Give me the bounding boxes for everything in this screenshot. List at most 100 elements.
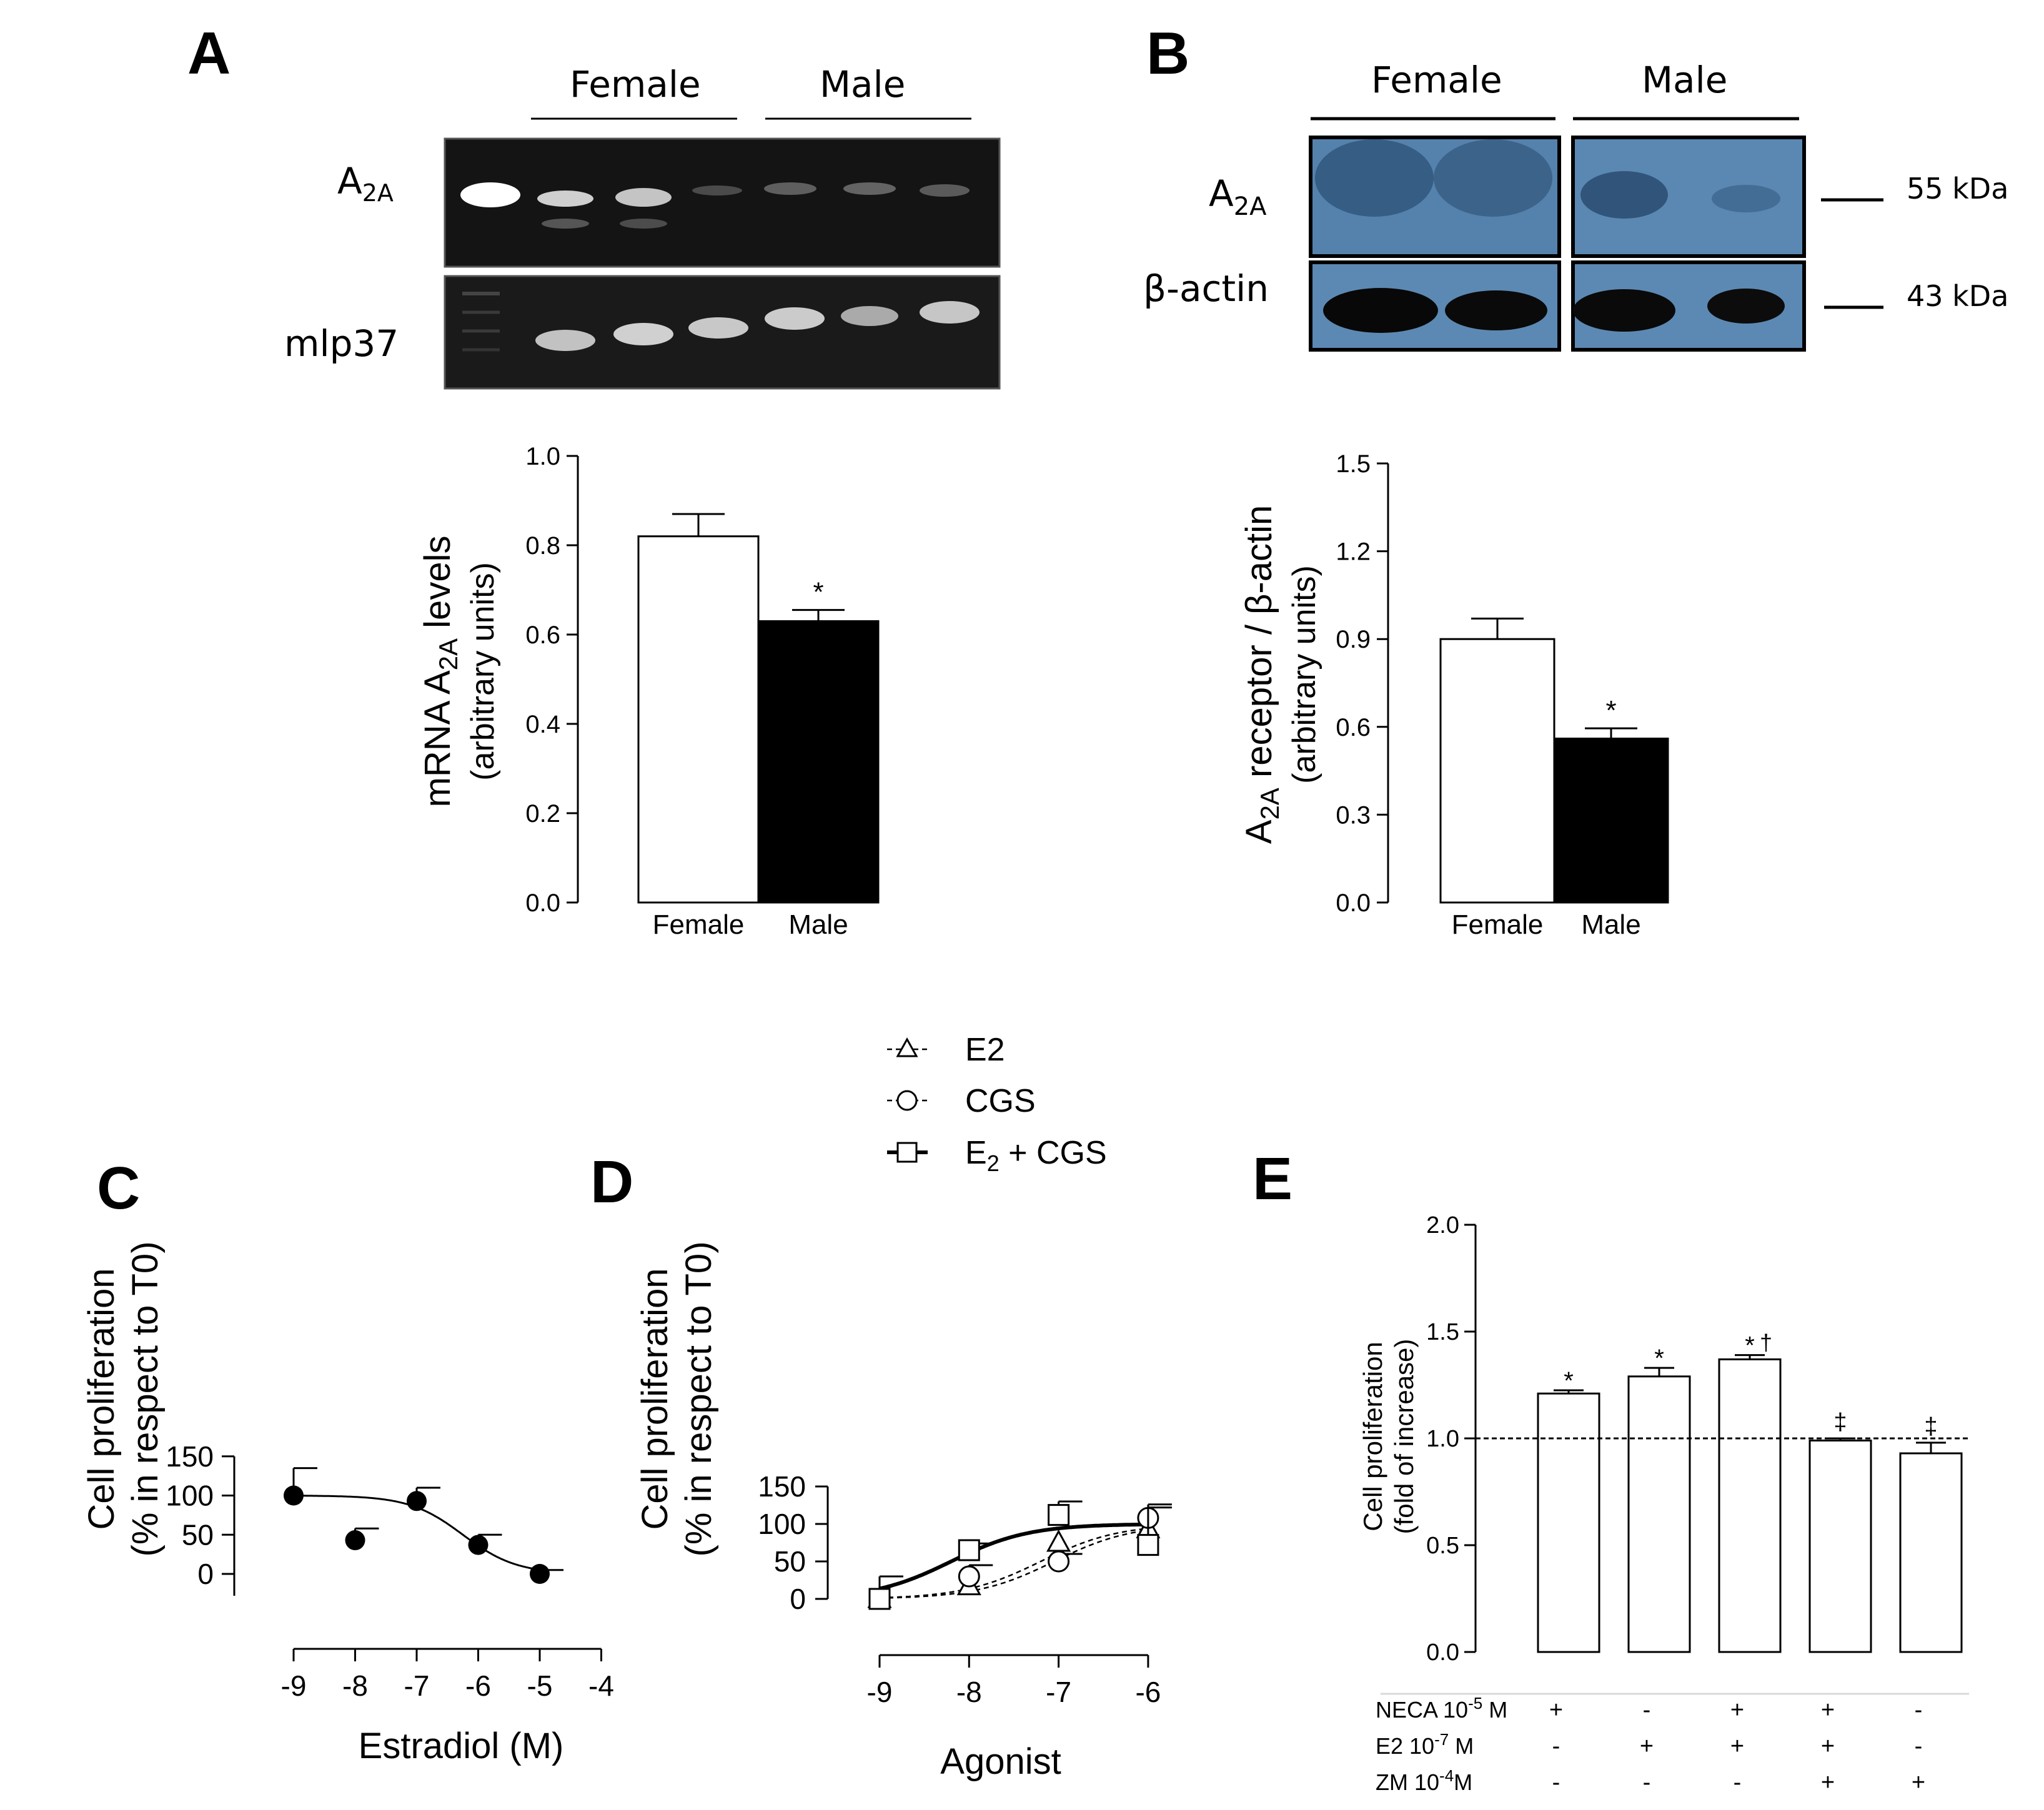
- chart-a: 0.0 0.2 0.4 0.6 0.8 1.0 Female * Male: [525, 443, 880, 940]
- significance-star: *: [1605, 695, 1616, 726]
- treatment-symbol: -: [1552, 1769, 1560, 1796]
- treatment-symbol: +: [1730, 1733, 1744, 1759]
- y-tick-label: 50: [774, 1545, 806, 1578]
- chart-b-ylabel: A2A receptor / β-actin: [1239, 505, 1284, 844]
- panel-letter-c: C: [97, 1155, 140, 1222]
- x-tick-label: -9: [867, 1676, 893, 1708]
- treatment-symbol: +: [1821, 1769, 1835, 1796]
- legend-label: E2 + CGS: [965, 1135, 1107, 1176]
- data-point-square: [868, 1588, 891, 1610]
- data-point: [345, 1530, 365, 1551]
- treatment-symbol: +: [1821, 1733, 1835, 1759]
- gel-image-a2a: [444, 137, 1001, 268]
- panel-letter-b: B: [1146, 20, 1189, 87]
- annotation-star: *: [1564, 1367, 1574, 1395]
- blot-row2-label: β-actin: [1143, 267, 1269, 310]
- blot-row1-label: A2A: [1209, 172, 1267, 221]
- chart-a-ylabel: mRNA A2A levels: [417, 536, 463, 808]
- legend-label: CGS: [965, 1083, 1036, 1119]
- x-tick-label: -6: [1135, 1676, 1161, 1708]
- chart-d-ylabel: Cell proliferation: [635, 1268, 675, 1530]
- bar: [1537, 1392, 1600, 1653]
- legend-marker-circle: [896, 1090, 918, 1111]
- data-point-circle: [958, 1565, 980, 1588]
- y-tick-label: 100: [166, 1480, 214, 1512]
- y-tick-label: 150: [166, 1440, 214, 1473]
- data-point: [284, 1485, 304, 1506]
- treatment-symbol: -: [1643, 1697, 1651, 1723]
- treatment-symbol: +: [1549, 1697, 1563, 1723]
- x-tick-label: Male: [1581, 909, 1640, 940]
- treatment-symbol: -: [1643, 1769, 1651, 1796]
- blot-group-female-label: Female: [1371, 59, 1502, 101]
- chart-d-ylabel-line2: (% in respect to T0): [678, 1241, 719, 1556]
- significance-star: *: [813, 577, 823, 608]
- y-tick-label: 1.5: [1336, 450, 1371, 478]
- blot-group-male-label: Male: [1642, 59, 1727, 101]
- chart-e-treatment-table: NECA 10-5 M + - + + - E2 10-7 M - + + + - ZM 10-4M - -…: [1376, 1693, 1969, 1796]
- treatment-symbol: +: [1640, 1733, 1654, 1759]
- treatment-symbol: +: [1821, 1697, 1835, 1723]
- bar: [1718, 1358, 1782, 1653]
- western-blot-image: [1309, 136, 1806, 352]
- legend-label: E2: [965, 1032, 1005, 1068]
- bar: [1627, 1375, 1691, 1653]
- fit-curve-circle: [879, 1529, 1149, 1599]
- y-tick-label: 0.6: [1336, 714, 1371, 741]
- chart-e-ylabel: Cell proliferation: [1358, 1342, 1387, 1531]
- y-tick-label: 0.5: [1426, 1533, 1459, 1559]
- bar: [1808, 1439, 1872, 1653]
- y-tick-label: 0.3: [1336, 801, 1371, 829]
- legend-marker-triangle: [896, 1037, 918, 1057]
- y-tick-label: 0.0: [1426, 1639, 1459, 1666]
- data-point-square: [1048, 1504, 1070, 1526]
- treatment-row-label: E2 10-7 M: [1376, 1730, 1474, 1759]
- chart-d-legend: E2 CGS E2 + CGS: [887, 1032, 1107, 1176]
- y-tick-label: 0.6: [525, 621, 560, 649]
- y-tick-label: 0: [197, 1558, 214, 1590]
- chart-b-ylabel-line2: (arbitrary units): [1286, 565, 1322, 784]
- panel-letter-d: D: [590, 1149, 633, 1215]
- marker-55-label: 55 kDa: [1907, 172, 2008, 205]
- chart-e: 0.00.51.01.52.0** * †‡ ‡: [1426, 1212, 1969, 1666]
- y-tick-label: 2.0: [1426, 1212, 1459, 1239]
- bar: [637, 535, 760, 904]
- bar: [1553, 738, 1669, 904]
- x-tick-label: -6: [465, 1669, 491, 1702]
- treatment-symbol: +: [1912, 1769, 1925, 1796]
- treatment-symbol: -: [1915, 1697, 1923, 1723]
- bar: [1899, 1452, 1963, 1653]
- y-tick-label: 1.5: [1426, 1319, 1459, 1345]
- marker-43-label: 43 kDa: [1907, 279, 2008, 313]
- y-tick-label: 50: [182, 1518, 214, 1551]
- treatment-row-label: ZM 10-4M: [1376, 1766, 1472, 1795]
- x-tick-label: -7: [1046, 1676, 1071, 1708]
- chart-e-ylabel-line2: (fold of increase): [1389, 1339, 1419, 1535]
- x-tick-label: Female: [1452, 909, 1544, 940]
- chart-c: 0 50 100 150 -9 -8 -7 -6 -5 -4: [166, 1440, 614, 1702]
- legend-marker-square: [896, 1142, 918, 1163]
- data-point-square: [1137, 1534, 1159, 1556]
- bar: [1439, 638, 1555, 904]
- x-tick-label: -7: [404, 1669, 430, 1702]
- chart-b: 0.0 0.3 0.6 0.9 1.2 1.5 Female * Male: [1336, 450, 1669, 940]
- x-tick-label: -4: [588, 1669, 614, 1702]
- data-point-triangle: [1046, 1529, 1071, 1552]
- annotation-double-dagger: ‡: [1924, 1413, 1937, 1440]
- gel-row1-label: A2A: [337, 160, 394, 207]
- fit-curve-triangle: [880, 1527, 1149, 1599]
- treatment-symbol: +: [1730, 1697, 1744, 1723]
- x-tick-label: -8: [956, 1676, 982, 1708]
- treatment-symbol: -: [1734, 1769, 1742, 1796]
- y-tick-label: 0.8: [525, 532, 560, 560]
- x-tick-label: -9: [281, 1669, 307, 1702]
- gel-row2-label: mlp37: [284, 322, 399, 365]
- y-tick-label: 150: [758, 1470, 806, 1503]
- gel-image-mlp37: [444, 275, 1001, 390]
- chart-c-ylabel-line2: (% in respect to T0): [125, 1241, 166, 1556]
- x-tick-label: -5: [527, 1669, 553, 1702]
- data-point: [468, 1535, 489, 1555]
- x-tick-label: -8: [342, 1669, 368, 1702]
- y-tick-label: 0.2: [525, 800, 560, 828]
